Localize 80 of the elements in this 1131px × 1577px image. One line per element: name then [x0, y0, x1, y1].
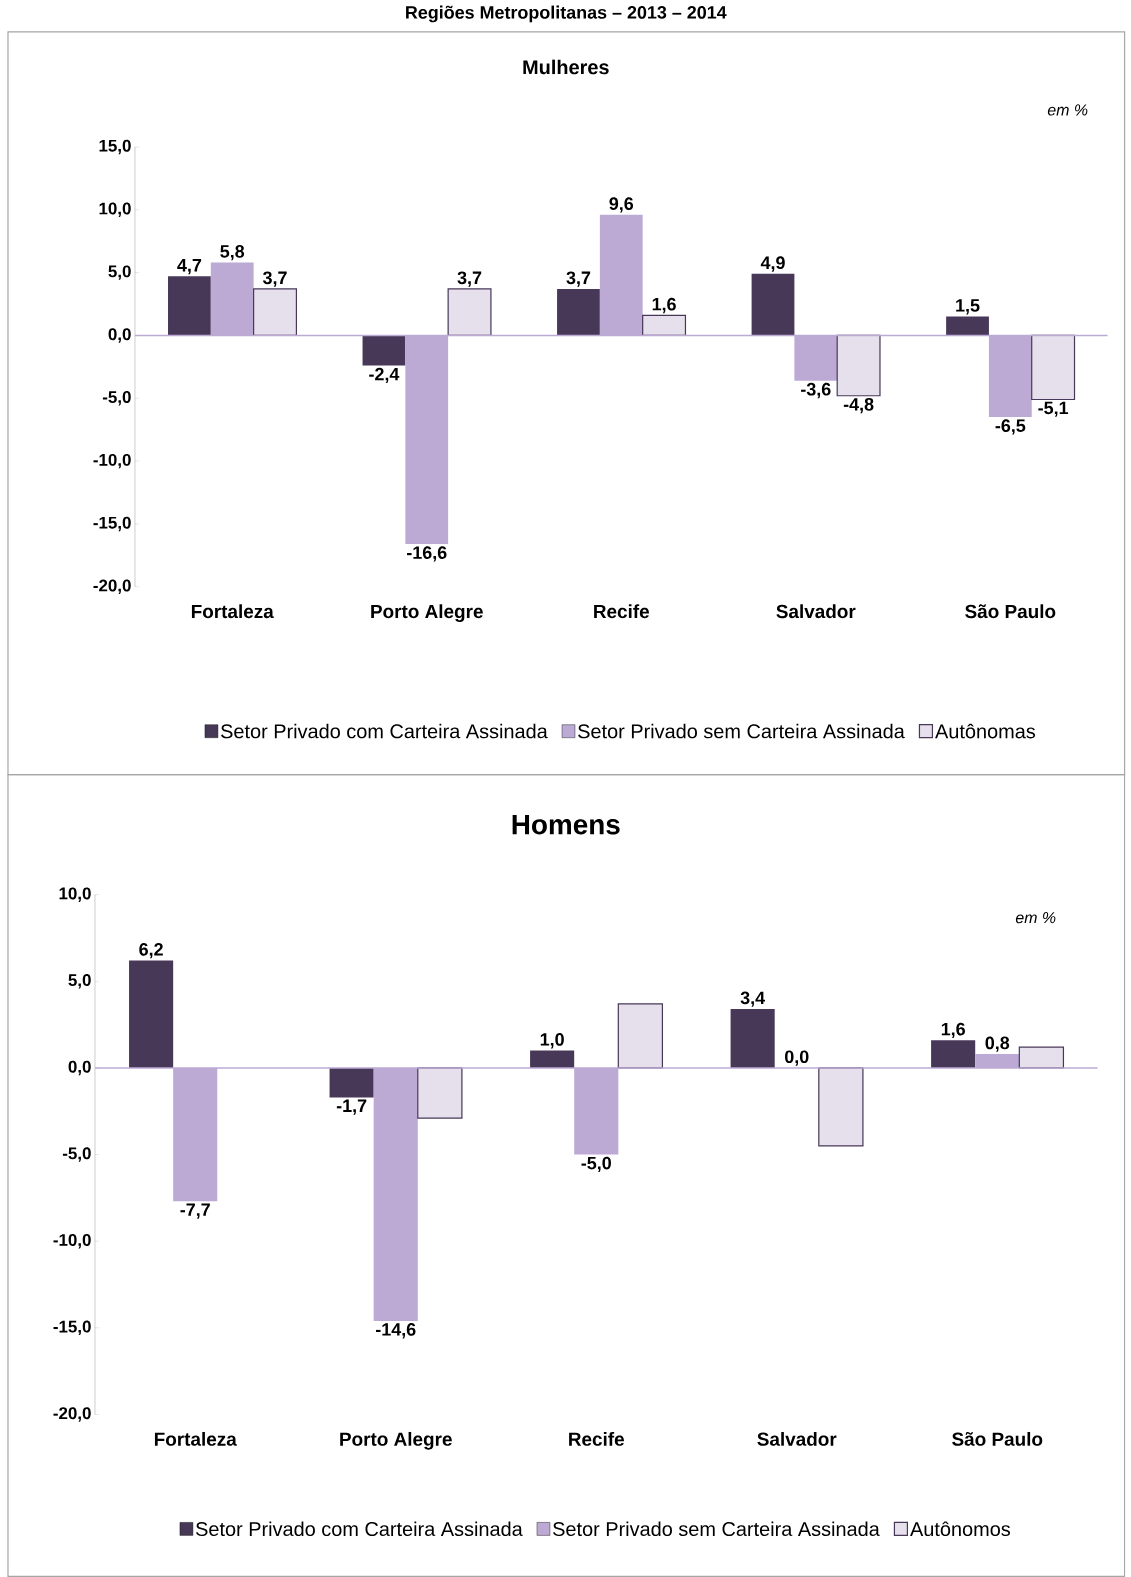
y-tick-label: 10,0: [59, 887, 91, 902]
y-tick-label: 10,0: [99, 202, 131, 217]
legend-label: Setor Privado com Carteira Assinada: [221, 723, 548, 739]
x-tick-label: Porto Alegre: [340, 1431, 453, 1450]
data-label: 4,7: [177, 259, 202, 275]
legend-label: Setor Privado sem Carteira Assinada: [553, 1521, 880, 1537]
data-label: -5,0: [581, 1156, 612, 1173]
legend-label: Autônomas: [935, 723, 1036, 739]
bar: [168, 276, 212, 336]
y-tick-label: -20,0: [53, 1407, 91, 1422]
bar: [946, 316, 990, 336]
x-tick-label: Salvador: [757, 1431, 837, 1446]
y-tick-label: -20,0: [93, 579, 131, 594]
data-label: -6,5: [995, 419, 1026, 435]
y-tick-label: -5,0: [63, 1147, 91, 1162]
data-label: 0,8: [985, 1036, 1010, 1052]
data-label: 5,8: [220, 245, 245, 261]
bar: [530, 1050, 575, 1068]
bar: [730, 1009, 775, 1068]
bar: [1018, 1046, 1065, 1069]
bar: [836, 334, 881, 397]
data-label: 3,4: [740, 991, 766, 1007]
bar: [642, 314, 687, 337]
data-label: -14,6: [376, 1323, 416, 1339]
x-tick-label: São Paulo: [952, 1431, 1043, 1446]
data-label: -2,4: [369, 367, 400, 384]
data-label: 3,7: [263, 271, 287, 287]
bar: [818, 1067, 864, 1147]
bar: [447, 288, 492, 337]
y-tick-label: 15,0: [99, 139, 131, 155]
bar: [129, 960, 174, 1068]
legend-label: Autônomos: [910, 1521, 1011, 1537]
bar: [931, 1040, 976, 1068]
x-tick-label: São Paulo: [965, 604, 1056, 619]
legend-label: Setor Privado com Carteira Assinada: [196, 1521, 523, 1537]
data-label: 3,7: [457, 271, 482, 287]
text: Regiões Metropolitanas – 2013 – 2014: [406, 5, 727, 23]
bar: [417, 1067, 463, 1119]
bar: [617, 1003, 664, 1069]
y-tick-label: -5,0: [103, 391, 131, 406]
chart-title: Mulheres: [523, 59, 609, 75]
data-label: 4,9: [761, 256, 786, 272]
x-tick-label: Fortaleza: [155, 1431, 238, 1446]
bar: [1031, 334, 1076, 401]
x-tick-label: Porto Alegre: [371, 604, 484, 623]
x-tick-label: Fortaleza: [192, 604, 275, 619]
y-tick-label: -15,0: [93, 516, 131, 532]
bar: [329, 1067, 374, 1098]
data-label: 1,6: [942, 1022, 966, 1039]
data-label: 6,2: [139, 943, 164, 959]
y-tick-label: -10,0: [53, 1233, 91, 1249]
data-label: -7,7: [180, 1203, 211, 1219]
y-tick-label: 0,0: [108, 328, 131, 343]
data-label: -5,1: [1038, 401, 1069, 417]
data-label: 0,0: [785, 1050, 809, 1066]
x-tick-label: Recife: [594, 604, 650, 619]
legend-label: Setor Privado sem Carteira Assinada: [578, 723, 906, 739]
x-tick-label: Recife: [569, 1431, 625, 1446]
chart-title: Homens: [512, 814, 620, 835]
data-label: -3,6: [801, 382, 831, 399]
bar: [557, 288, 601, 336]
bar: [362, 335, 406, 366]
annotation: em %: [1016, 912, 1056, 924]
y-tick-label: 5,0: [68, 974, 91, 989]
y-tick-label: 0,0: [68, 1060, 91, 1076]
y-tick-label: 5,0: [108, 265, 131, 280]
data-label: -16,6: [407, 546, 447, 562]
data-label: 9,6: [609, 197, 634, 213]
y-tick-label: -15,0: [53, 1320, 91, 1336]
data-label: 1,5: [956, 299, 980, 315]
x-tick-label: Salvador: [776, 604, 856, 619]
data-label: -4,8: [844, 397, 874, 414]
text: em %: [1048, 104, 1088, 116]
y-tick-label: -10,0: [93, 453, 131, 469]
bar: [751, 273, 795, 336]
data-label: 1,0: [541, 1033, 565, 1049]
data-label: 1,6: [652, 297, 677, 314]
bar: [253, 288, 298, 337]
data-label: -1,7: [337, 1099, 367, 1115]
data-label: 3,7: [566, 271, 591, 287]
